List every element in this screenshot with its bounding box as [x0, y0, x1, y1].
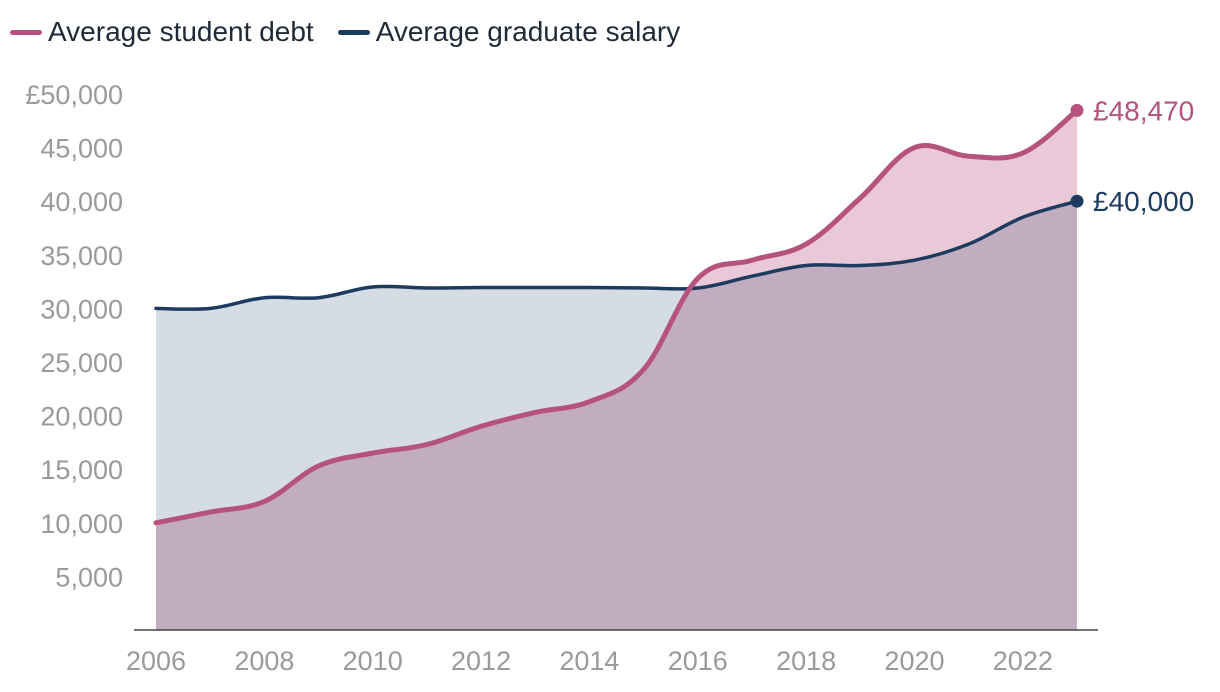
- y-tick-label: 45,000: [40, 134, 123, 164]
- y-tick-label: 25,000: [40, 348, 123, 378]
- y-tick-label: 5,000: [55, 562, 123, 592]
- x-tick-label: 2016: [668, 646, 728, 676]
- legend-swatch-graduate-salary: [337, 29, 370, 35]
- y-tick-label: 10,000: [40, 509, 123, 539]
- y-tick-label: 40,000: [40, 187, 123, 217]
- series-lines: [153, 107, 1080, 526]
- x-tick-label: 2020: [884, 646, 944, 676]
- student-debt-end-label: £48,470: [1093, 95, 1194, 126]
- y-tick-label: 15,000: [40, 455, 123, 485]
- y-axis-ticks: 5,000 10,000 15,000 20,000 25,000 30,000 35,00…: [25, 80, 123, 592]
- chart-legend: Average student debt Average graduate sa…: [10, 16, 704, 48]
- x-tick-label: 2006: [126, 646, 186, 676]
- y-tick-label: 20,000: [40, 402, 123, 432]
- graduate-salary-line: [154, 199, 1079, 311]
- legend-swatch-student-debt: [10, 29, 42, 35]
- y-tick-label: £50,000: [25, 80, 123, 110]
- x-tick-label: 2018: [776, 646, 836, 676]
- student-debt-end-marker: [1070, 103, 1084, 117]
- legend-label-graduate-salary: Average graduate salary: [375, 16, 681, 47]
- series-areas: [156, 110, 1077, 630]
- graduate-salary-end-label: £40,000: [1093, 186, 1194, 217]
- y-tick-label: 35,000: [40, 241, 123, 271]
- x-tick-label: 2012: [451, 646, 511, 676]
- x-tick-label: 2010: [343, 646, 403, 676]
- y-tick-label: 30,000: [40, 294, 123, 324]
- x-tick-label: 2014: [559, 646, 619, 676]
- legend-item-graduate-salary: Average graduate salary: [337, 16, 681, 48]
- x-axis-ticks: 2006 2008 2010 2012 2014 2016 2018 2020 2022: [126, 646, 1053, 676]
- x-tick-label: 2022: [993, 646, 1053, 676]
- x-tick-label: 2008: [234, 646, 294, 676]
- series-end-markers: £40,000 £48,470: [1070, 95, 1194, 217]
- graduate-salary-end-marker: [1070, 194, 1084, 208]
- student-debt-area: [156, 110, 1077, 630]
- legend-item-student-debt: Average student debt: [10, 16, 314, 48]
- student-debt-line: [153, 107, 1080, 526]
- legend-label-student-debt: Average student debt: [48, 16, 314, 47]
